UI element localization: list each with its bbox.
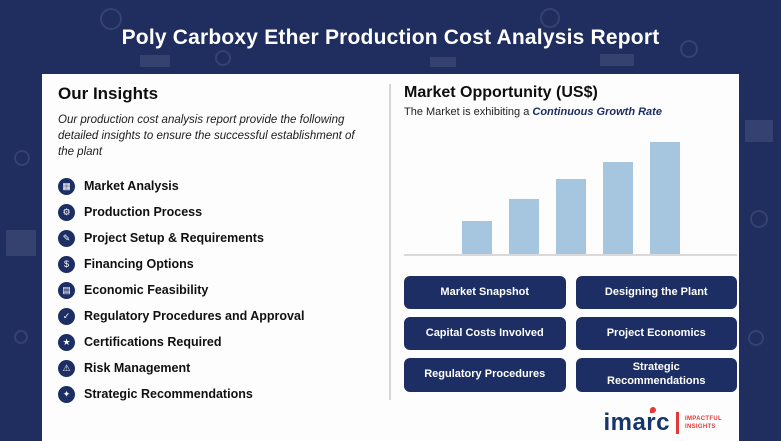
chart-bar [461, 221, 492, 254]
molecule-decoration [14, 150, 30, 166]
clipboard-icon: ✎ [58, 229, 75, 247]
calculator-icon: ▤ [58, 281, 75, 299]
market-subtitle: The Market is exhibiting a Continuous Gr… [404, 106, 737, 118]
insights-section: Our Insights Our production cost analysi… [58, 84, 376, 407]
list-item: ✎ Project Setup & Requirements [58, 225, 376, 251]
regulatory-procedures-button[interactable]: Regulatory Procedures [404, 358, 566, 392]
gear-icon: ⚙ [58, 203, 75, 221]
project-economics-button[interactable]: Project Economics [575, 317, 737, 350]
approval-check-icon: ✓ [58, 307, 75, 325]
list-item: ⚙ Production Process [58, 199, 376, 225]
list-item: $ Financing Options [58, 251, 376, 277]
insight-label: Risk Management [84, 361, 191, 376]
capital-costs-button[interactable]: Capital Costs Involved [404, 317, 566, 350]
column-divider [389, 84, 391, 400]
market-heading: Market Opportunity (US$) [404, 84, 598, 101]
imarc-logo: imarc IMPACTFUL INSIGHTS [603, 407, 731, 436]
chart-bar [508, 199, 539, 254]
factory-decoration [745, 120, 773, 142]
market-opportunity-section: Market Opportunity (US$) The Market is e… [404, 84, 737, 392]
bar-chart [404, 128, 737, 256]
insight-label: Production Process [84, 205, 203, 220]
insights-description: Our production cost analysis report prov… [58, 114, 355, 159]
market-snapshot-button[interactable]: Market Snapshot [404, 276, 566, 309]
certificate-star-icon: ★ [58, 333, 75, 351]
imarc-leaf-icon [650, 407, 656, 413]
factory-decoration [6, 230, 36, 256]
list-item: ✓ Regulatory Procedures and Approval [58, 303, 376, 329]
imarc-tagline: IMPACTFUL INSIGHTS [685, 415, 722, 430]
chart-bar [649, 142, 680, 254]
designing-the-plant-button[interactable]: Designing the Plant [575, 276, 737, 309]
molecule-decoration [750, 210, 768, 228]
market-subtitle-prefix: The Market is exhibiting a [404, 106, 533, 118]
list-item: ★ Certifications Required [58, 329, 376, 355]
imarc-logo-text: imarc [603, 407, 670, 436]
list-item: ⚠ Risk Management [58, 355, 376, 381]
molecule-decoration [14, 330, 28, 344]
list-item: ✦ Strategic Recommendations [58, 381, 376, 407]
insight-label: Regulatory Procedures and Approval [84, 309, 305, 324]
market-subtitle-highlight: Continuous Growth Rate [532, 106, 662, 118]
strategic-recommendations-button[interactable]: Strategic Recommendations [575, 358, 737, 392]
logo-divider [676, 412, 679, 434]
factory-decoration [600, 54, 634, 66]
market-analysis-icon: ▦ [58, 177, 75, 195]
risk-warning-icon: ⚠ [58, 359, 75, 377]
insight-label: Strategic Recommendations [84, 387, 253, 402]
insights-heading: Our Insights [58, 84, 159, 103]
molecule-decoration [215, 50, 231, 66]
molecule-decoration [540, 8, 560, 28]
report-buttons: Market Snapshot Designing the Plant Capi… [404, 276, 737, 392]
chart-bar [555, 179, 586, 254]
molecule-decoration [748, 330, 764, 346]
factory-decoration [140, 55, 170, 67]
list-item: ▦ Market Analysis [58, 173, 376, 199]
chart-bar [602, 162, 633, 254]
strategy-spark-icon: ✦ [58, 385, 75, 403]
insight-label: Financing Options [84, 257, 194, 272]
dollar-icon: $ [58, 255, 75, 273]
insight-label: Market Analysis [84, 179, 179, 194]
page-title: Poly Carboxy Ether Production Cost Analy… [121, 26, 660, 49]
insight-label: Certifications Required [84, 335, 222, 350]
imarc-wordmark: imarc [603, 409, 670, 436]
list-item: ▤ Economic Feasibility [58, 277, 376, 303]
insight-label: Project Setup & Requirements [84, 231, 264, 246]
insight-label: Economic Feasibility [84, 283, 209, 298]
factory-decoration [430, 57, 456, 67]
